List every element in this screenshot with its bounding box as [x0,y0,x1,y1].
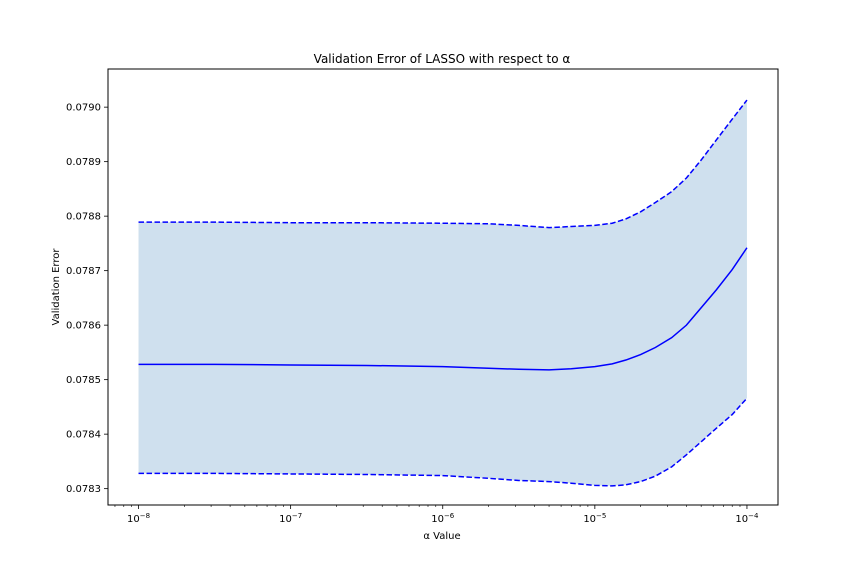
x-tick-label: 10−8 [127,512,150,525]
x-tick-label: 10−5 [583,512,606,525]
y-tick-label: 0.0789 [66,157,101,168]
y-tick-label: 0.0786 [66,321,101,332]
x-tick-label: 10−6 [431,512,455,525]
x-tick-label: 10−4 [735,512,759,525]
x-tick-label: 10−7 [279,512,302,525]
y-tick-label: 0.0785 [66,375,101,386]
chart-title: Validation Error of LASSO with respect t… [314,52,571,66]
x-axis-label: α Value [423,531,460,542]
lower-line [138,397,748,487]
y-tick-label: 0.0787 [66,266,101,277]
upper-line [138,99,748,229]
y-tick-label: 0.0790 [66,103,101,114]
confidence-band [138,100,747,486]
mean-line [138,247,748,371]
y-axis: 0.0783 0.0784 0.0785 0.0786 0.0787 0.0788 0.07… [66,103,108,495]
x-axis: 10−8 10−7 10−6 10−5 10−4 [114,505,759,525]
y-axis-label: Validation Error [51,248,62,326]
y-tick-label: 0.0784 [66,430,101,441]
plot-area [138,99,748,487]
y-tick-label: 0.0788 [66,212,101,223]
y-tick-label: 0.0783 [66,484,101,495]
